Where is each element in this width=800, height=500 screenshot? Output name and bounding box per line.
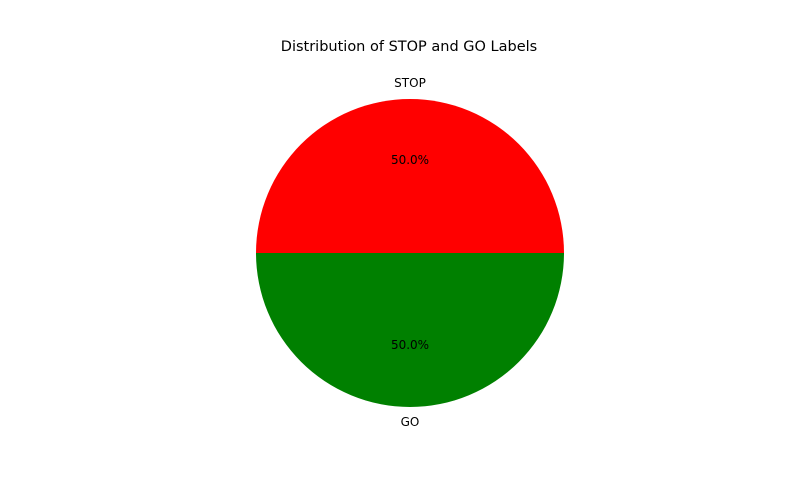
chart-title: Distribution of STOP and GO Labels (281, 39, 537, 55)
pie-labels: STOP 50.0% GO 50.0% (391, 76, 429, 429)
pie-slice-go (256, 253, 564, 407)
slice-percent-go: 50.0% (391, 338, 429, 352)
pie-slice-stop (256, 99, 564, 253)
pie-slices (256, 99, 564, 407)
slice-label-go: GO (401, 415, 420, 429)
slice-label-stop: STOP (394, 76, 426, 90)
slice-percent-stop: 50.0% (391, 153, 429, 167)
